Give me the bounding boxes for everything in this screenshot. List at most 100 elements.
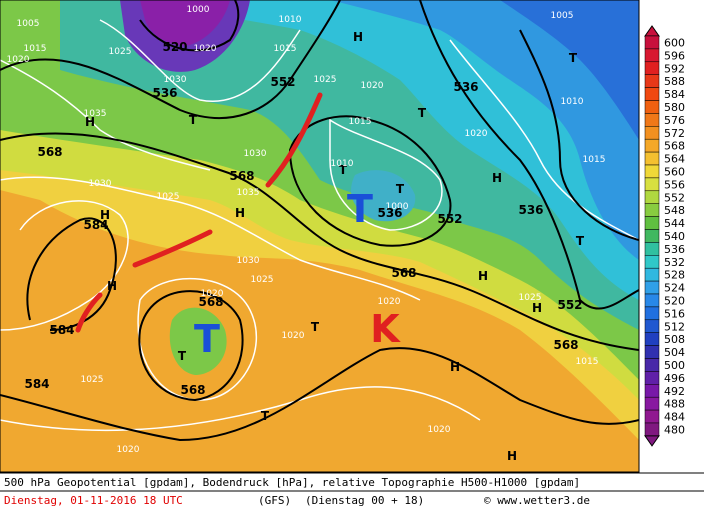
geopotential-label: 536 [453,80,478,94]
pressure-center: T [576,234,585,248]
geopotential-label: 536 [377,206,402,220]
map-frame [0,0,640,473]
footer-date: Dienstag, 01-11-2016 18 UTC [4,494,183,507]
footer-run: (Dienstag 00 + 18) [305,494,424,507]
legend-swatch [644,409,660,424]
pressure-center: T [189,113,198,127]
legend-swatch [644,384,660,398]
legend-label: 596 [664,49,685,62]
legend-swatch [644,358,660,372]
legend-swatch [644,74,660,88]
geopotential-label: 584 [49,323,74,337]
isobar-label: 1020 [7,55,30,65]
legend-arrow-bottom [644,435,660,447]
legend-swatch [644,255,660,269]
legend-swatch [644,151,660,166]
isobar-label: 1030 [164,75,187,85]
geopotential-label: 568 [198,295,223,309]
pressure-center: H [353,30,363,44]
legend-label: 548 [664,204,685,217]
pressure-center: H [478,269,488,283]
isobar-label: 1020 [378,297,401,307]
legend-label: 576 [664,114,685,127]
geopotential-label: 568 [37,145,62,159]
legend-swatch [644,164,660,179]
legend-label: 488 [664,398,685,411]
isobar-label: 1025 [314,75,337,85]
legend-label: 572 [664,127,685,140]
pressure-center: H [100,208,110,222]
legend-swatch [644,216,660,230]
isobars [0,19,639,432]
isobar-label: 1000 [187,5,210,15]
legend-swatch [644,229,660,243]
isobar-label: 1020 [361,81,384,91]
pressure-center: T [396,182,405,196]
pressure-center: H [85,115,95,129]
legend-swatch [644,293,660,308]
isobar-label: 1030 [237,256,260,266]
isobar-label: 1025 [81,375,104,385]
analysis-marker: T [347,187,373,231]
pressure-center: T [311,320,320,334]
legend-swatch [644,113,660,127]
legend-label: 584 [664,88,685,101]
pressure-center: H [107,279,117,293]
legend-swatch [644,100,660,114]
isobar-label: 1020 [428,425,451,435]
pressure-center: H [507,449,517,463]
isobar-label: 1020 [117,445,140,455]
legend-label: 524 [664,282,685,295]
legend-label: 536 [664,243,685,256]
pressure-center: T [261,409,270,423]
legend-swatch [644,190,660,204]
geopotential-label: 584 [83,218,108,232]
legend-label: 552 [664,191,685,204]
geopotential-label: 568 [180,383,205,397]
geopotential-label: 536 [152,86,177,100]
isobar-label: 1025 [109,47,132,57]
legend-label: 528 [664,269,685,282]
pressure-center: H [450,360,460,374]
isobar-label: 1020 [194,44,217,54]
isobar-label: 1025 [251,275,274,285]
pressure-center: T [569,51,578,65]
legend-swatch [644,177,660,192]
legend-swatch [644,203,660,217]
isobar-label: 1015 [349,117,372,127]
legend-swatch [644,280,660,295]
isobar-label: 1020 [465,129,488,139]
footer-description: 500 hPa Geopotential [gpdam], Bodendruck… [4,476,580,489]
isobar-label: 1010 [279,15,302,25]
legend-swatch [644,48,660,63]
legend-label: 484 [664,411,685,424]
pressure-center: H [532,301,542,315]
isobar-label: 1035 [237,188,260,198]
legend-label: 540 [664,230,685,243]
legend-swatch [644,35,660,50]
geopotential-label: 536 [518,203,543,217]
legend-label: 600 [664,36,685,49]
legend-label: 516 [664,307,685,320]
isobar-label: 1010 [331,159,354,169]
legend-label: 588 [664,75,685,88]
isobar-label: 1020 [282,331,305,341]
pressure-center: H [235,206,245,220]
legend-swatch [644,242,660,256]
legend-swatch [644,345,660,359]
legend-label: 512 [664,320,685,333]
legend-swatch [644,371,660,385]
pressure-center: T [178,349,187,363]
legend-label: 560 [664,165,685,178]
geopotential-label: 520 [162,40,187,54]
geopotential-label: 552 [270,75,295,89]
legend-label: 568 [664,140,685,153]
geopotential-lines [0,0,639,442]
isobar-label: 1010 [561,97,584,107]
isobar-label: 1005 [17,19,40,29]
legend-label: 496 [664,372,685,385]
isobar-label: 1030 [244,149,267,159]
legend-swatch [644,126,660,140]
